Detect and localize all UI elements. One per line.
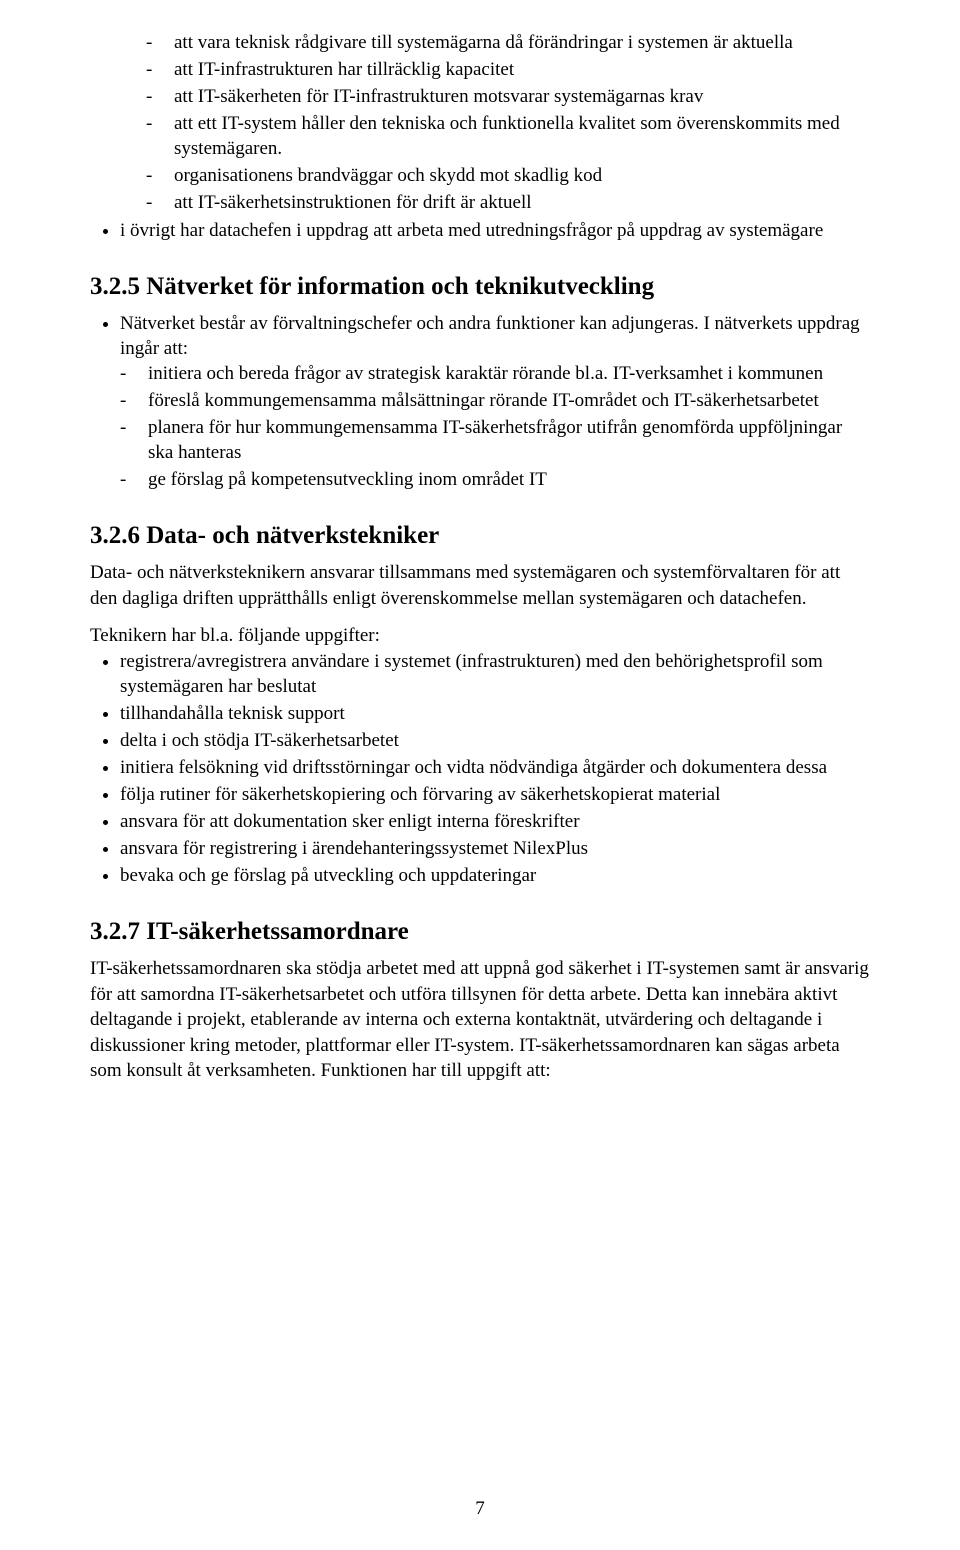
dash-marker: - bbox=[146, 190, 174, 215]
dash-marker: - bbox=[146, 163, 174, 188]
list-item-text: Nätverket består av förvaltningschefer o… bbox=[120, 313, 860, 359]
dash-marker: - bbox=[146, 111, 174, 161]
list-item-text: delta i och stödja IT-säkerhetsarbetet bbox=[120, 730, 399, 751]
dash-text: att IT-säkerheten för IT-infrastrukturen… bbox=[174, 84, 870, 109]
dash-item: -planera för hur kommungemensamma IT-säk… bbox=[120, 415, 870, 465]
paragraph-326b: Teknikern har bl.a. följande uppgifter: bbox=[90, 623, 870, 648]
list-item: ansvara för att dokumentation sker enlig… bbox=[120, 809, 870, 834]
dash-text: att ett IT-system håller den tekniska oc… bbox=[174, 111, 870, 161]
list-item-text: ansvara för att dokumentation sker enlig… bbox=[120, 811, 580, 832]
dash-marker: - bbox=[120, 361, 148, 386]
dash-item: -föreslå kommungemensamma målsättningar … bbox=[120, 388, 870, 413]
dash-marker: - bbox=[146, 30, 174, 55]
heading-3-2-7: 3.2.7 IT-säkerhetssamordnare bbox=[90, 918, 870, 946]
top-dash-list: -att vara teknisk rådgivare till systemä… bbox=[90, 30, 870, 216]
dash-text: ge förslag på kompetensutveckling inom o… bbox=[148, 467, 870, 492]
dash-item: -att IT-säkerheten för IT-infrastrukture… bbox=[146, 84, 870, 109]
section-325-bullets: Nätverket består av förvaltningschefer o… bbox=[90, 311, 870, 493]
dash-text: initiera och bereda frågor av strategisk… bbox=[148, 361, 870, 386]
dash-item: -att vara teknisk rådgivare till systemä… bbox=[146, 30, 870, 55]
bullets-326: registrera/avregistrera användare i syst… bbox=[90, 649, 870, 889]
list-item-text: följa rutiner för säkerhetskopiering och… bbox=[120, 784, 720, 805]
dash-item: -ge förslag på kompetensutveckling inom … bbox=[120, 467, 870, 492]
list-item-text: initiera felsökning vid driftsstörningar… bbox=[120, 757, 827, 778]
list-item: följa rutiner för säkerhetskopiering och… bbox=[120, 782, 870, 807]
dash-item: -att IT-infrastrukturen har tillräcklig … bbox=[146, 57, 870, 82]
list-item: bevaka och ge förslag på utveckling och … bbox=[120, 863, 870, 888]
dash-text: att IT-infrastrukturen har tillräcklig k… bbox=[174, 57, 870, 82]
paragraph-326a: Data- och nätverksteknikern ansvarar til… bbox=[90, 560, 870, 611]
paragraph-327: IT-säkerhetssamordnaren ska stödja arbet… bbox=[90, 956, 870, 1083]
list-item-text: bevaka och ge förslag på utveckling och … bbox=[120, 865, 536, 886]
top-bullet-list: i övrigt har datachefen i uppdrag att ar… bbox=[90, 218, 870, 243]
dash-text: föreslå kommungemensamma målsättningar r… bbox=[148, 388, 870, 413]
dash-item: -initiera och bereda frågor av strategis… bbox=[120, 361, 870, 386]
list-item: i övrigt har datachefen i uppdrag att ar… bbox=[120, 218, 870, 243]
dash-text: att vara teknisk rådgivare till systemäg… bbox=[174, 30, 870, 55]
list-item-text: registrera/avregistrera användare i syst… bbox=[120, 651, 823, 697]
dash-list-325: -initiera och bereda frågor av strategis… bbox=[120, 361, 870, 492]
list-item: ansvara för registrering i ärendehanteri… bbox=[120, 836, 870, 861]
heading-3-2-5: 3.2.5 Nätverket för information och tekn… bbox=[90, 273, 870, 301]
dash-marker: - bbox=[120, 388, 148, 413]
dash-marker: - bbox=[146, 84, 174, 109]
list-item-text: tillhandahålla teknisk support bbox=[120, 703, 345, 724]
dash-item: -organisationens brandväggar och skydd m… bbox=[146, 163, 870, 188]
dash-item: -att IT-säkerhetsinstruktionen för drift… bbox=[146, 190, 870, 215]
dash-text: att IT-säkerhetsinstruktionen för drift … bbox=[174, 190, 870, 215]
list-item: delta i och stödja IT-säkerhetsarbetet bbox=[120, 728, 870, 753]
dash-text: planera för hur kommungemensamma IT-säke… bbox=[148, 415, 870, 465]
dash-marker: - bbox=[120, 415, 148, 465]
list-item: Nätverket består av förvaltningschefer o… bbox=[120, 311, 870, 493]
list-item-text: i övrigt har datachefen i uppdrag att ar… bbox=[120, 220, 823, 241]
dash-marker: - bbox=[120, 467, 148, 492]
page-number: 7 bbox=[0, 1498, 960, 1520]
list-item-text: ansvara för registrering i ärendehanteri… bbox=[120, 838, 588, 859]
list-item: registrera/avregistrera användare i syst… bbox=[120, 649, 870, 699]
list-item: initiera felsökning vid driftsstörningar… bbox=[120, 755, 870, 780]
list-item: tillhandahålla teknisk support bbox=[120, 701, 870, 726]
heading-3-2-6: 3.2.6 Data- och nätverkstekniker bbox=[90, 522, 870, 550]
document-page: -att vara teknisk rådgivare till systemä… bbox=[0, 0, 960, 1550]
dash-text: organisationens brandväggar och skydd mo… bbox=[174, 163, 870, 188]
dash-marker: - bbox=[146, 57, 174, 82]
dash-item: -att ett IT-system håller den tekniska o… bbox=[146, 111, 870, 161]
